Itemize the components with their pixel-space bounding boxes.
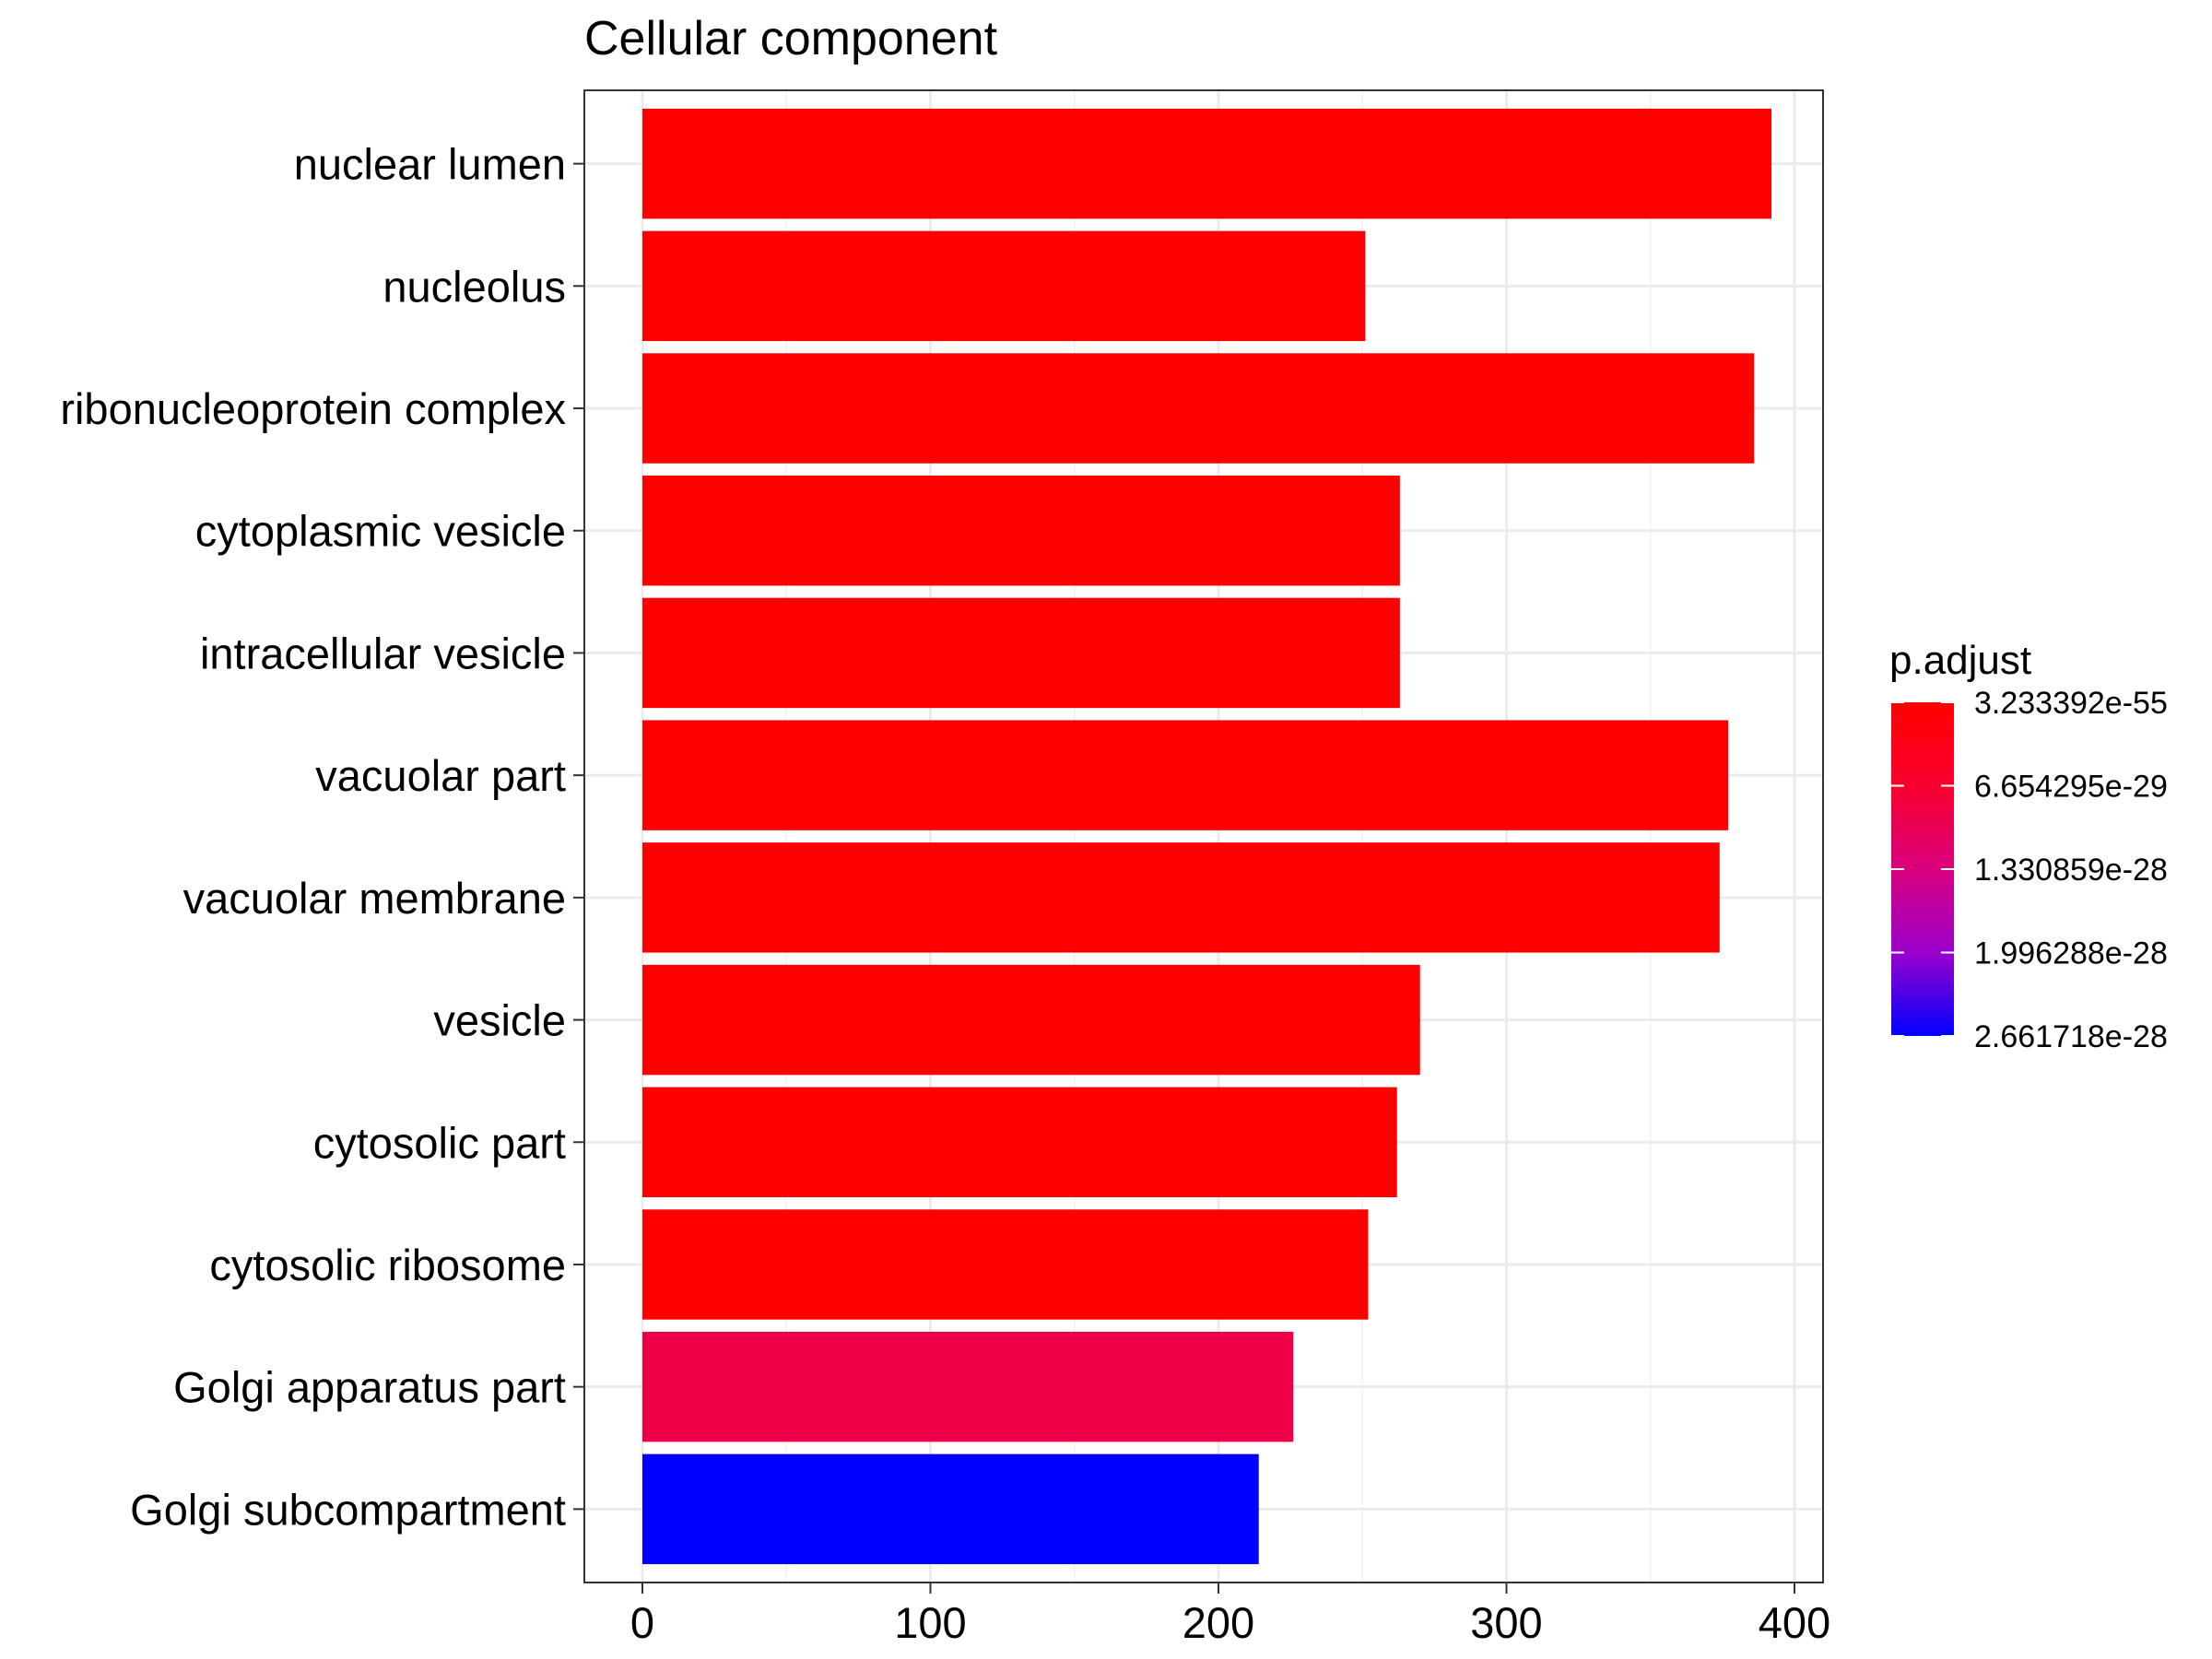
legend-label: 2.661718e-28: [1974, 1019, 2168, 1054]
legend-label: 6.654295e-29: [1974, 770, 2168, 805]
x-tick-label: 100: [894, 1598, 966, 1647]
x-tick-label: 400: [1759, 1598, 1830, 1647]
legend-ticks: 3.233392e-55 6.654295e-29 1.330859e-28 1.99…: [1891, 686, 2168, 1054]
legend-label: 1.330859e-28: [1974, 853, 2168, 888]
category-label: nuclear lumen: [294, 140, 566, 189]
x-tick-label: 0: [630, 1598, 654, 1647]
x-tick-label: 300: [1470, 1598, 1542, 1647]
category-label: ribonucleoprotein complex: [60, 384, 566, 433]
category-label: intracellular vesicle: [200, 629, 566, 677]
legend-title: p.adjust: [1889, 638, 2031, 683]
legend-label: 3.233392e-55: [1974, 686, 2168, 721]
category-label: nucleolus: [382, 262, 566, 311]
chart-title: Cellular component: [584, 12, 998, 65]
legend: p.adjust 3.233392e-55 6.654295e-29 1.33085…: [1889, 638, 2168, 1054]
category-label: vesicle: [433, 996, 566, 1045]
bar: [642, 353, 1755, 464]
bar: [642, 720, 1729, 830]
bar: [642, 597, 1400, 709]
category-label: cytoplasmic vesicle: [195, 507, 566, 556]
bar: [642, 1209, 1369, 1320]
x-axis: 0 100 200 300 400: [630, 1583, 1830, 1647]
plot-border: [583, 89, 1824, 1583]
category-label: cytosolic ribosome: [209, 1241, 566, 1289]
bar: [642, 230, 1366, 342]
category-label: Golgi subcompartment: [130, 1485, 566, 1534]
category-label: Golgi apparatus part: [173, 1363, 566, 1412]
y-axis: nuclear lumen nucleolus ribonucleoprotein …: [60, 140, 584, 1534]
bars: [642, 108, 1771, 1565]
legend-label: 1.996288e-28: [1974, 936, 2168, 971]
category-label: vacuolar part: [315, 751, 566, 800]
bar: [642, 842, 1720, 953]
bar: [642, 1087, 1397, 1197]
category-label: cytosolic part: [313, 1118, 566, 1167]
bar: [642, 476, 1400, 586]
x-tick-label: 200: [1182, 1598, 1254, 1647]
bar: [642, 1453, 1259, 1565]
category-label: vacuolar membrane: [183, 874, 566, 923]
bar: [642, 108, 1771, 219]
bar: [642, 964, 1420, 1076]
bar: [642, 1331, 1294, 1442]
